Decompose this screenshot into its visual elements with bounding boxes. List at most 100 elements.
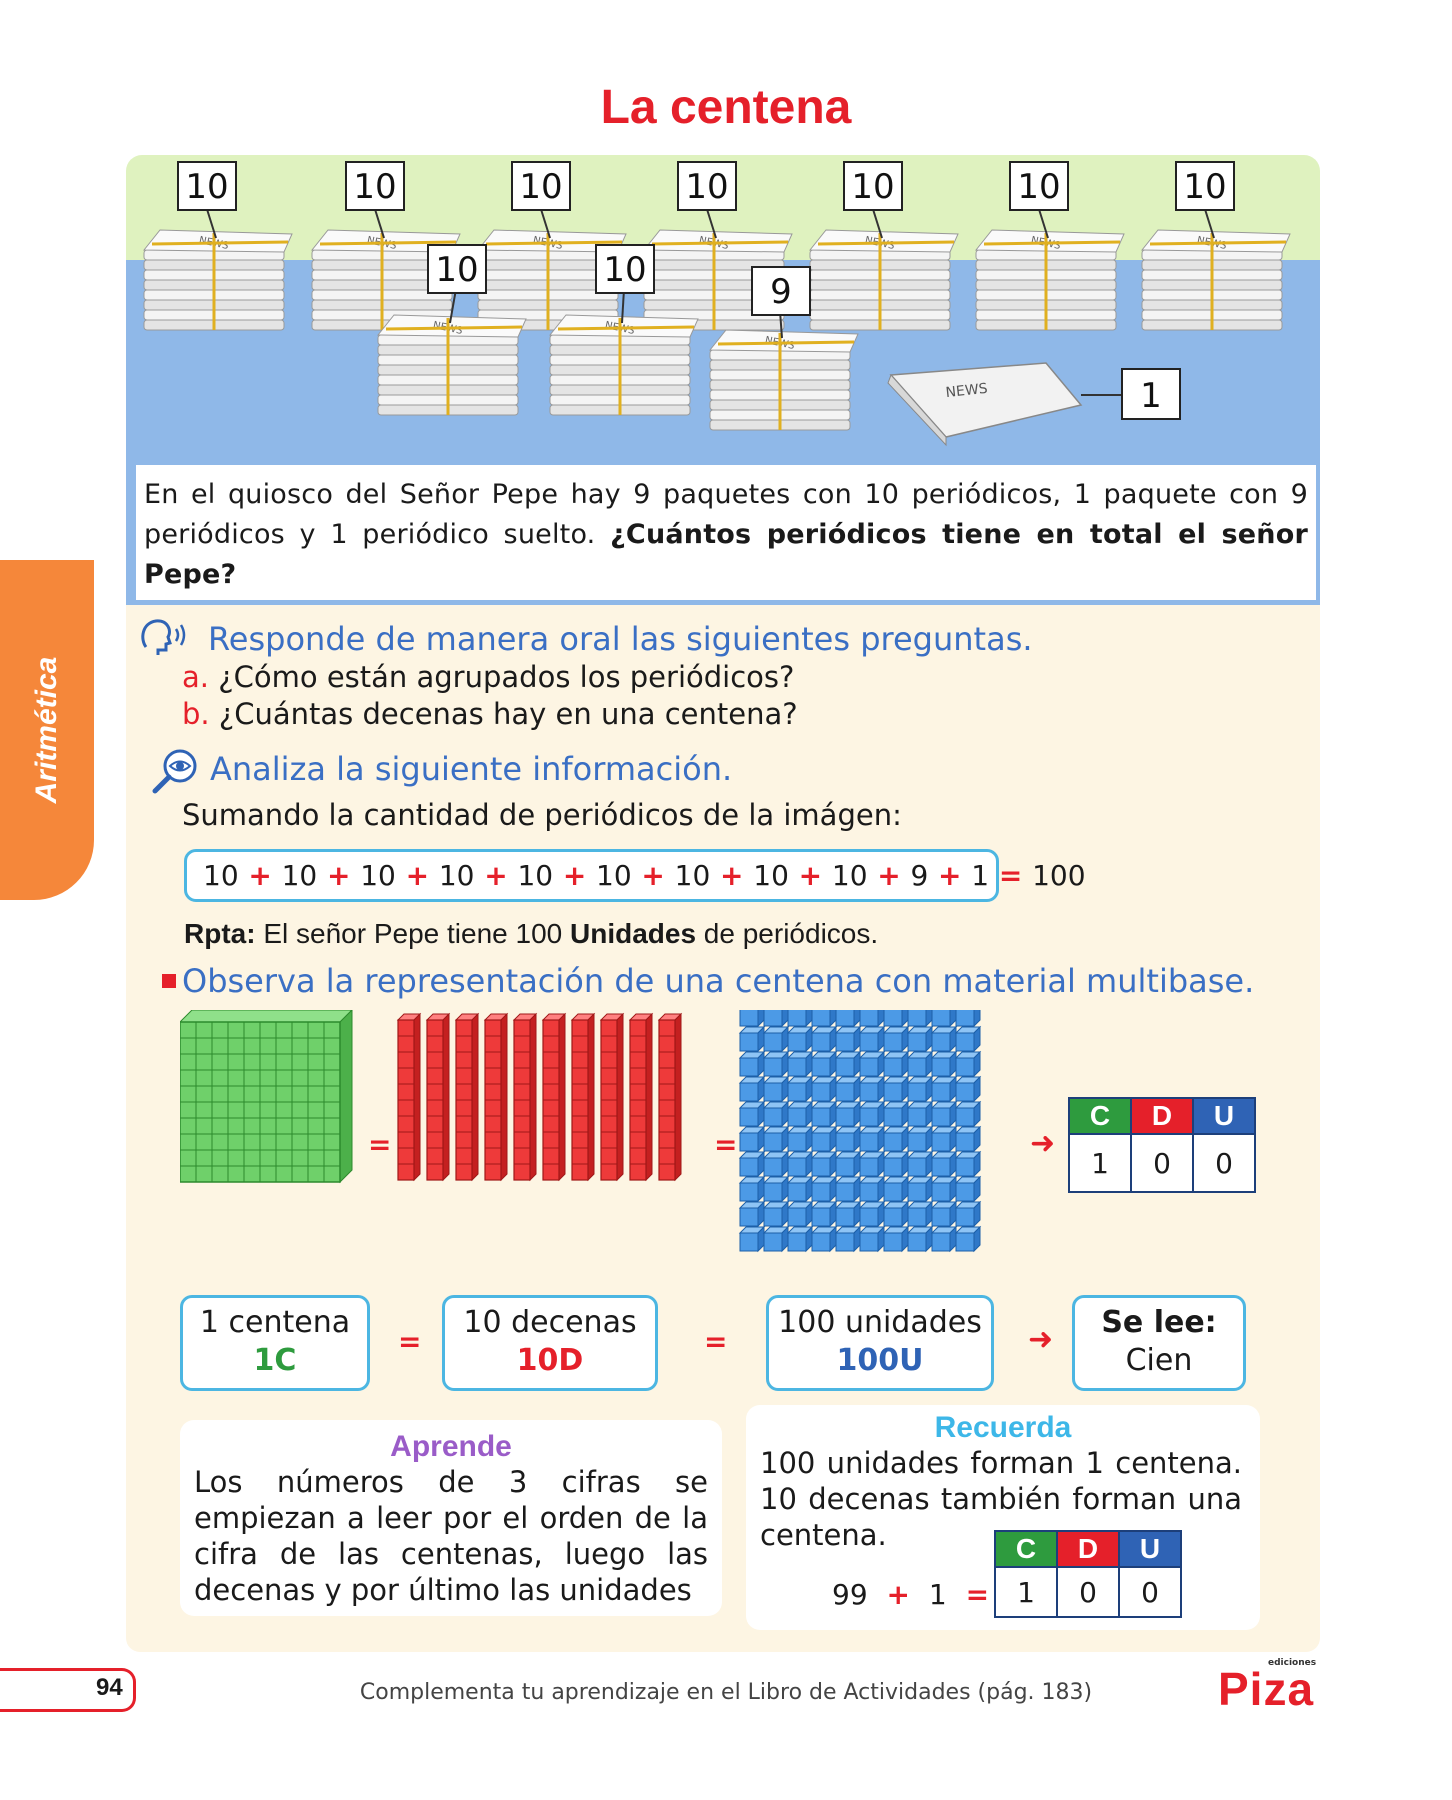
ten-rod-block xyxy=(454,1012,480,1182)
value-decenas: 0 xyxy=(1056,1566,1120,1618)
unit-cube xyxy=(954,1100,982,1128)
unit-cube xyxy=(906,1200,934,1228)
unit-cube xyxy=(834,1200,862,1228)
sum-term: 1 xyxy=(971,859,990,892)
unit-cube xyxy=(786,1100,814,1128)
newspaper-bundle: NEWS10 xyxy=(376,244,527,416)
value-unidades: 0 xyxy=(1192,1133,1256,1193)
header-decenas: D xyxy=(1056,1530,1120,1568)
header-unidades: U xyxy=(1192,1097,1256,1135)
equivalence-decenas: 10 decenas 10D xyxy=(442,1295,658,1391)
unit-cube xyxy=(906,1025,934,1053)
unit-cube xyxy=(906,1225,934,1253)
unit-cube xyxy=(738,1200,766,1228)
sum-term: 9 xyxy=(910,859,929,892)
unit-cube xyxy=(738,1100,766,1128)
unit-cube xyxy=(762,1050,790,1078)
sum-term: 10 xyxy=(753,859,789,892)
unit-cube xyxy=(810,1025,838,1053)
value-centenas: 1 xyxy=(1068,1133,1132,1193)
page-number-tab xyxy=(0,1668,136,1712)
equation-equals: = xyxy=(965,1578,990,1611)
equivalence-unidades: 100 unidades 100U xyxy=(766,1295,994,1391)
unit-cube xyxy=(834,1075,862,1103)
unit-cube xyxy=(858,1075,886,1103)
unit-cube xyxy=(763,1010,789,1028)
equation-term: 99 xyxy=(832,1578,868,1611)
right-arrow-icon: ➜ xyxy=(1030,1126,1056,1161)
unit-cubes xyxy=(738,1010,982,1253)
reads-box: Se lee: Cien xyxy=(1072,1295,1246,1391)
unit-cube xyxy=(858,1100,886,1128)
ten-rod-block xyxy=(570,1012,596,1182)
equation-term: 1 xyxy=(928,1578,947,1611)
unit-cube xyxy=(954,1075,982,1103)
unit-cube xyxy=(762,1150,790,1178)
unit-cube xyxy=(786,1125,814,1153)
unit-cube xyxy=(858,1125,886,1153)
answer-bold: Unidades xyxy=(570,918,697,949)
unit-cube xyxy=(954,1150,982,1178)
unit-cube xyxy=(811,1010,837,1028)
value-decenas: 0 xyxy=(1130,1133,1194,1193)
aprende-title: Aprende xyxy=(390,1430,512,1463)
recuerda-title: Recuerda xyxy=(934,1411,1072,1444)
sum-expression: 10 + 10 + 10 + 10 + 10 + 10 + 10 + 10 + … xyxy=(184,849,1086,902)
unit-cube xyxy=(858,1150,886,1178)
unit-cube xyxy=(786,1075,814,1103)
unit-cube xyxy=(762,1125,790,1153)
side-tab-label: Aritmética xyxy=(30,656,63,804)
unit-cube xyxy=(930,1100,958,1128)
bundle-label: 10 xyxy=(435,250,478,290)
unit-cube xyxy=(834,1225,862,1253)
unit-cube xyxy=(858,1200,886,1228)
answer-text-before: El señor Pepe tiene 100 xyxy=(255,918,570,949)
publisher-logo: Piza xyxy=(1218,1663,1315,1715)
bundle-label: 10 xyxy=(1183,167,1226,207)
bullet-square-icon xyxy=(162,974,176,988)
unit-cube xyxy=(738,1150,766,1178)
header-centenas: C xyxy=(994,1530,1058,1568)
right-arrow-icon: ➜ xyxy=(1028,1322,1054,1357)
answer-label: Rpta: xyxy=(184,918,256,949)
unit-cube xyxy=(762,1100,790,1128)
unit-cube xyxy=(762,1200,790,1228)
unit-cube xyxy=(738,1125,766,1153)
unit-cube xyxy=(738,1025,766,1053)
bundle-label: 1 xyxy=(1140,376,1162,416)
ten-rod-block xyxy=(396,1012,422,1182)
oral-item-b: b. ¿Cuántas decenas hay en una centena? xyxy=(182,697,798,731)
plus-sign: + xyxy=(395,859,439,892)
ten-rod-block xyxy=(512,1012,538,1182)
value-centenas: 1 xyxy=(994,1566,1058,1618)
ten-rod-block xyxy=(628,1012,654,1182)
header-centenas: C xyxy=(1068,1097,1132,1135)
equivalence-code: 10D xyxy=(516,1343,584,1378)
plus-sign: + xyxy=(317,859,361,892)
unit-cube xyxy=(954,1175,982,1203)
reads-value: Cien xyxy=(1125,1343,1193,1378)
speaking-head-icon xyxy=(141,619,186,655)
ten-rod-block xyxy=(541,1012,567,1182)
unit-cube xyxy=(858,1025,886,1053)
analyze-intro: Sumando la cantidad de periódicos de la … xyxy=(182,798,902,832)
unit-cube xyxy=(786,1200,814,1228)
plus-sign: + xyxy=(631,859,675,892)
item-text: ¿Cómo están agrupados los periódicos? xyxy=(218,660,795,694)
side-tab: Aritmética xyxy=(0,560,94,900)
plus-sign: + xyxy=(867,859,911,892)
unit-cube xyxy=(930,1150,958,1178)
publisher-tagline: ediciones xyxy=(1268,1658,1317,1668)
equivalence-centena: 1 centena 1C xyxy=(180,1295,370,1391)
recuerda-place-value-table: C D U 1 0 0 xyxy=(994,1530,1182,1618)
unit-cube xyxy=(882,1200,910,1228)
unit-cube xyxy=(930,1125,958,1153)
unit-cube xyxy=(738,1050,766,1078)
unit-cube xyxy=(738,1225,766,1253)
sum-term: 10 xyxy=(831,859,868,892)
sum-term: 10 xyxy=(281,859,318,892)
unit-cube xyxy=(786,1150,814,1178)
unit-cube xyxy=(883,1010,909,1028)
loose-newspaper: NEWS 1 xyxy=(887,362,1181,447)
page-title: La centena xyxy=(600,81,852,134)
